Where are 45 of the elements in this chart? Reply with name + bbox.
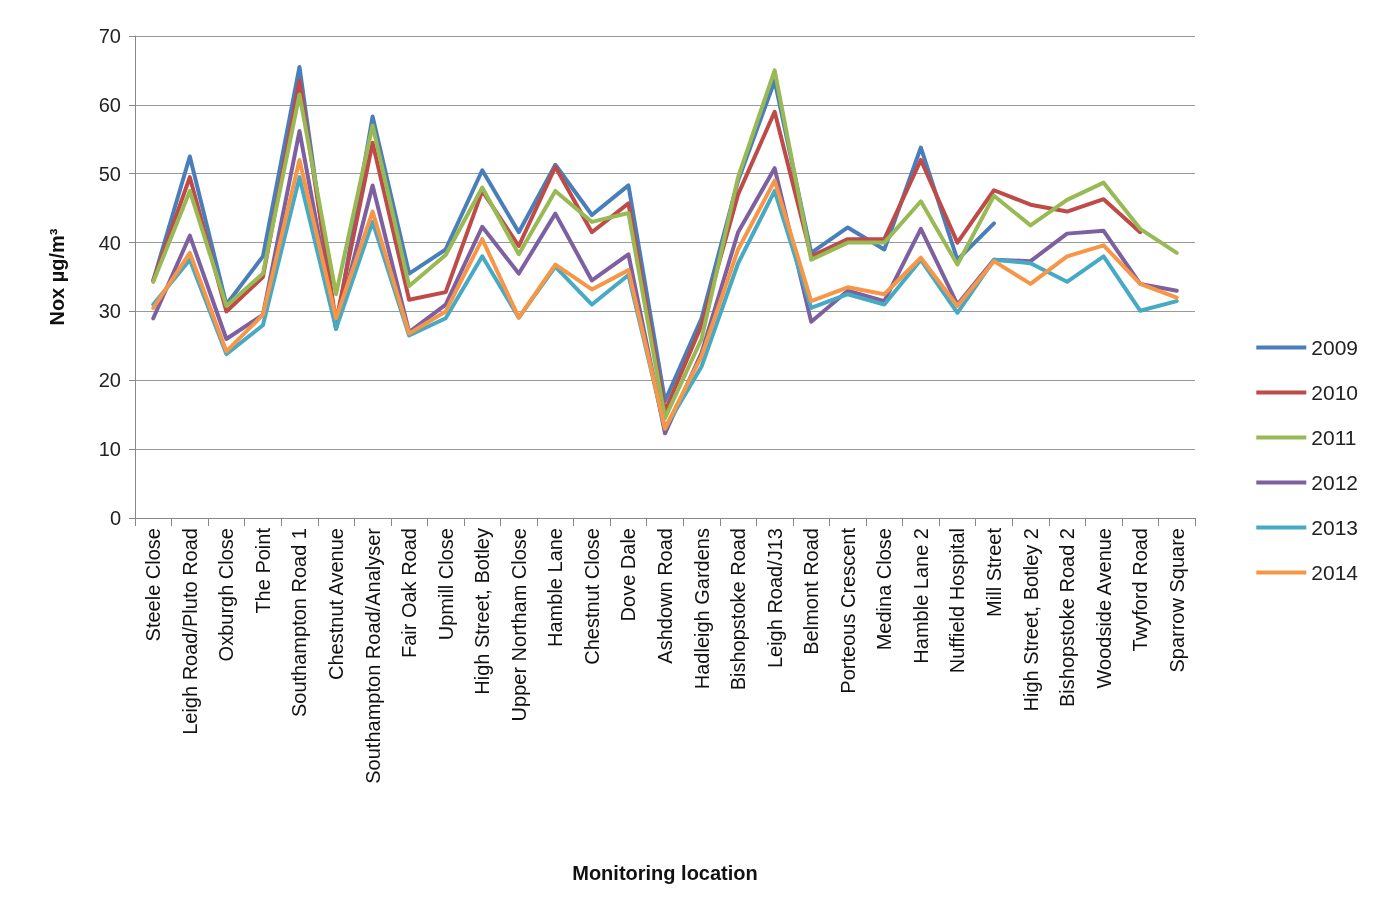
- y-tick-label: 40: [98, 231, 121, 254]
- x-tick-label: Porteous Crescent: [836, 527, 859, 694]
- legend-label: 2014: [1311, 561, 1359, 584]
- y-tick-label: 30: [98, 300, 121, 323]
- y-tick-label: 50: [98, 162, 121, 185]
- x-tick-label: Ashdown Road: [654, 528, 676, 664]
- x-tick-label: Woodside Avenue: [1092, 528, 1115, 689]
- y-tick-label: 10: [98, 438, 121, 461]
- x-tick-label: Leigh Road/Pluto Road: [178, 528, 201, 735]
- x-tick-label: Chestnut Close: [580, 528, 603, 665]
- y-tick-label: 20: [98, 369, 121, 392]
- legend-label: 2010: [1311, 381, 1358, 404]
- x-tick-label: Medina Close: [873, 528, 896, 651]
- x-tick-label: Dove Dale: [617, 528, 640, 622]
- x-tick-label: Hadleigh Gardens: [690, 528, 713, 690]
- x-tick-label: Bishopstoke Road 2: [1056, 528, 1079, 708]
- x-axis-title: Monitoring location: [572, 862, 758, 884]
- x-tick-label: Upper Northam Close: [507, 528, 530, 722]
- x-tick-label: The Point: [251, 527, 274, 614]
- x-tick-label: Hamble Lane: [544, 528, 567, 647]
- y-axis-title: Nox µg/m³: [46, 228, 68, 326]
- x-tick-label: Chestnut Avenue: [325, 528, 348, 680]
- x-tick-label: Twyford Road: [1129, 528, 1152, 652]
- x-tick-label: Fair Oak Road: [398, 528, 421, 659]
- x-tick-label: Upmill Close: [434, 528, 457, 641]
- x-tick-label: Sparrow Square: [1165, 528, 1188, 673]
- x-tick-label: Southampton Road/Analyser: [361, 527, 384, 784]
- x-tick-label: High Street, Botley: [471, 528, 494, 695]
- x-tick-label: Leigh Road/J13: [763, 528, 786, 669]
- legend-label: 2009: [1311, 336, 1358, 359]
- y-tick-label: 0: [109, 507, 121, 529]
- y-tick-label: 60: [98, 93, 121, 116]
- legend-label: 2013: [1311, 516, 1358, 539]
- x-tick-label: Southampton Road 1: [288, 528, 311, 718]
- x-tick-label: Steele Close: [142, 528, 165, 642]
- x-tick-label: Mill Street: [982, 527, 1005, 617]
- x-tick-label: Nuffield Hospital: [946, 528, 969, 674]
- x-tick-label: Hamble Lane 2: [909, 528, 932, 664]
- legend-label: 2011: [1311, 426, 1357, 449]
- x-tick-label: Belmont Road: [800, 528, 823, 655]
- x-tick-label: Bishopstoke Road: [727, 528, 750, 691]
- x-tick-label: Oxburgh Close: [215, 528, 238, 662]
- x-tick-label: High Street, Botley 2: [1019, 528, 1042, 712]
- y-tick-label: 70: [98, 25, 121, 47]
- legend-label: 2012: [1311, 471, 1358, 494]
